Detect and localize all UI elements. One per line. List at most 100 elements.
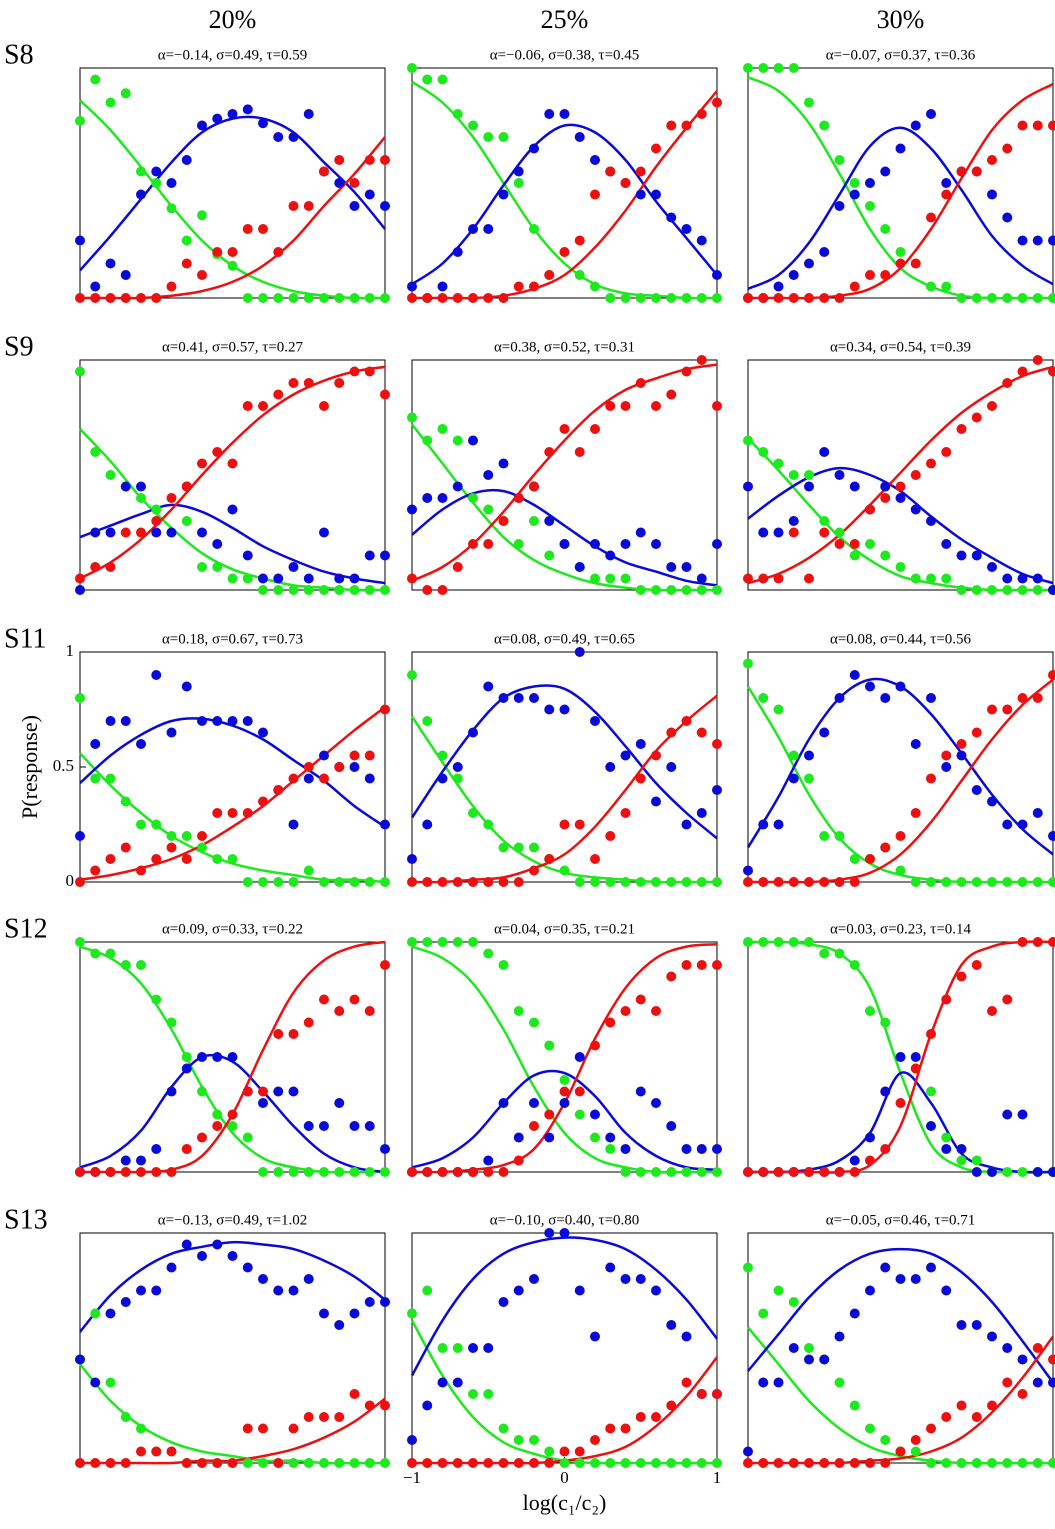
fit-curve	[79, 945, 385, 1174]
data-point	[90, 773, 101, 784]
data-point	[75, 1167, 85, 1177]
data-point	[743, 1458, 753, 1468]
data-point	[1048, 120, 1055, 131]
data-point	[605, 401, 616, 411]
data-point	[1017, 877, 1028, 887]
data-point	[136, 527, 146, 538]
data-point	[590, 1040, 600, 1051]
data-point	[120, 716, 131, 726]
data-point	[258, 1458, 268, 1468]
data-point	[1048, 1354, 1055, 1365]
data-point	[987, 293, 997, 303]
data-point	[437, 74, 448, 85]
data-point	[273, 1458, 284, 1468]
data-point	[242, 573, 253, 584]
data-point	[407, 670, 417, 680]
data-point	[75, 693, 85, 703]
data-point	[105, 1458, 116, 1468]
data-point	[288, 1285, 299, 1296]
data-point	[90, 948, 101, 959]
data-point	[788, 750, 799, 761]
data-point	[90, 1167, 101, 1177]
data-point	[166, 1017, 177, 1028]
data-point	[242, 401, 253, 411]
data-point	[666, 727, 677, 738]
data-point	[498, 132, 509, 142]
data-point	[651, 189, 661, 200]
data-point	[258, 224, 268, 234]
fit-curve	[79, 1363, 385, 1465]
data-point	[910, 1435, 921, 1445]
data-point	[758, 573, 769, 584]
data-point	[956, 585, 967, 595]
data-point	[181, 155, 192, 165]
panel-subtitle: α=0.08, σ=0.49, τ=0.65	[494, 631, 635, 647]
data-point	[987, 155, 997, 165]
data-point	[758, 63, 769, 73]
data-point	[696, 355, 707, 365]
data-point	[513, 842, 524, 853]
data-point	[1002, 704, 1013, 715]
data-point	[590, 155, 600, 165]
data-point	[227, 1052, 238, 1062]
data-point	[743, 1167, 753, 1177]
data-point	[910, 739, 921, 749]
data-point	[758, 937, 769, 947]
data-point	[865, 201, 875, 211]
data-point	[273, 389, 284, 400]
panel: α=0.09, σ=0.33, τ=0.22	[75, 921, 390, 1177]
panel: α=−0.05, σ=0.46, τ=0.71	[743, 1212, 1055, 1468]
data-point	[605, 550, 616, 561]
data-point	[197, 270, 207, 280]
data-point	[212, 1121, 223, 1131]
plot-frame	[747, 67, 1054, 299]
data-point	[956, 1320, 967, 1330]
data-point	[166, 1446, 177, 1457]
data-point	[865, 539, 875, 549]
data-point	[90, 562, 101, 572]
data-point	[407, 293, 417, 303]
data-point	[834, 539, 845, 549]
data-point	[544, 1458, 555, 1468]
data-point	[666, 1458, 677, 1468]
fit-curve	[747, 1071, 1054, 1174]
data-point	[288, 819, 299, 830]
data-point	[834, 155, 845, 165]
data-point	[181, 235, 192, 246]
fit-curve	[79, 1240, 386, 1333]
fit-curve	[411, 694, 718, 884]
data-point	[1017, 366, 1028, 377]
data-point	[258, 573, 268, 584]
data-point	[1002, 994, 1013, 1005]
fit-curve	[747, 940, 1054, 1174]
data-point	[758, 877, 769, 887]
data-point	[483, 1343, 494, 1353]
data-point	[242, 877, 253, 887]
data-point	[926, 877, 936, 887]
data-point	[559, 1075, 570, 1085]
data-point	[288, 132, 299, 142]
data-point	[334, 1320, 345, 1330]
data-point	[166, 842, 177, 853]
data-point	[529, 481, 539, 492]
data-point	[90, 865, 101, 876]
data-point	[910, 470, 921, 480]
fit-curve	[411, 1069, 718, 1171]
data-point	[1002, 378, 1013, 388]
data-point	[437, 281, 448, 292]
data-point	[468, 877, 478, 887]
data-point	[544, 270, 555, 280]
data-point	[258, 293, 268, 303]
data-point	[1048, 366, 1055, 377]
data-point	[773, 573, 784, 584]
data-point	[75, 937, 85, 947]
data-point	[197, 527, 207, 538]
data-point	[90, 739, 101, 749]
data-point	[956, 971, 967, 982]
data-point	[1048, 1167, 1055, 1177]
data-point	[407, 937, 417, 947]
data-point	[407, 412, 417, 423]
data-point	[498, 960, 509, 970]
data-point	[319, 166, 329, 177]
data-point	[559, 1228, 570, 1238]
